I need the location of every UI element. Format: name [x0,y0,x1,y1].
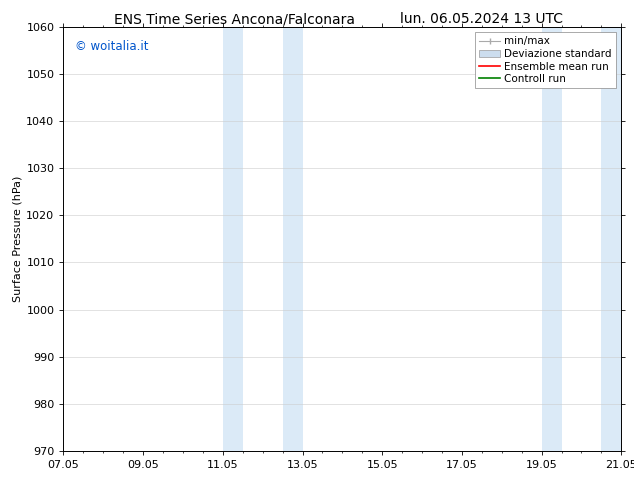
Text: lun. 06.05.2024 13 UTC: lun. 06.05.2024 13 UTC [400,12,564,26]
Bar [223,27,243,451]
Bar [602,27,621,451]
Bar [541,27,562,451]
Bar [283,27,302,451]
Text: ENS Time Series Ancona/Falconara: ENS Time Series Ancona/Falconara [114,12,355,26]
Legend: min/max, Deviazione standard, Ensemble mean run, Controll run: min/max, Deviazione standard, Ensemble m… [476,32,616,88]
Y-axis label: Surface Pressure (hPa): Surface Pressure (hPa) [12,176,22,302]
Text: © woitalia.it: © woitalia.it [75,40,148,52]
